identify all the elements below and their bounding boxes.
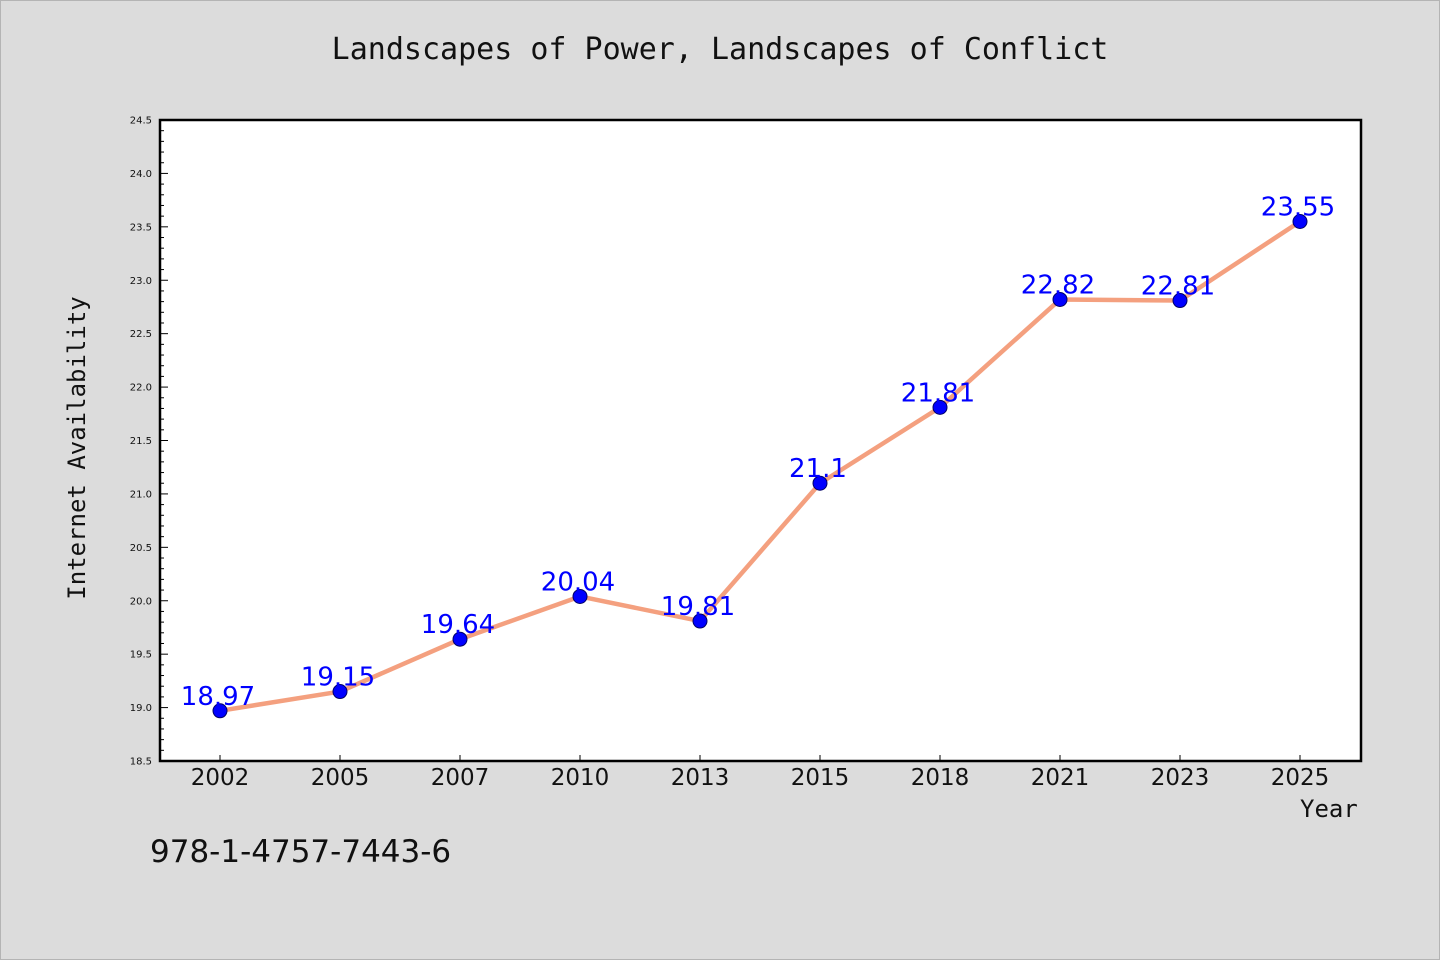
x-tick-label: 2018 [911, 765, 970, 791]
data-label: 21.81 [901, 378, 975, 408]
x-tick-label: 2025 [1271, 765, 1330, 791]
x-tick-label: 2007 [431, 765, 490, 791]
x-tick-label: 2010 [551, 765, 610, 791]
x-tick-label: 2005 [311, 765, 370, 791]
y-tick-label: 24.5 [130, 116, 152, 127]
data-point [212, 703, 228, 719]
data-label: 18.97 [181, 682, 255, 712]
y-tick-label: 22.0 [130, 383, 152, 394]
y-tick-label: 21.0 [130, 489, 152, 500]
y-tick-label: 21.5 [130, 436, 152, 447]
y-tick-label: 18.5 [130, 757, 152, 768]
x-axis-label: Year [1300, 795, 1358, 823]
y-tick-label: 23.0 [130, 276, 152, 287]
plot-area [160, 120, 1361, 761]
y-tick-label: 19.5 [130, 650, 152, 661]
chart-title: Landscapes of Power, Landscapes of Confl… [331, 32, 1109, 67]
data-label: 20.04 [541, 567, 615, 597]
data-label: 19.81 [661, 592, 735, 622]
data-point [332, 684, 348, 700]
y-tick-label: 20.5 [130, 543, 152, 554]
x-tick-label: 2015 [791, 765, 850, 791]
data-point [1172, 293, 1188, 309]
data-point [692, 613, 708, 629]
y-tick-label: 19.0 [130, 703, 152, 714]
y-tick-label: 22.5 [130, 329, 152, 340]
series-line [217, 219, 1303, 714]
data-label: 19.15 [301, 663, 375, 693]
data-point [1292, 213, 1308, 229]
y-tick-label: 24.0 [130, 169, 152, 180]
data-label: 21.1 [789, 454, 847, 484]
x-tick-label: 2013 [671, 765, 730, 791]
data-label: 23.55 [1261, 192, 1335, 222]
x-tick-label: 2002 [191, 765, 250, 791]
isbn-annotation: 978-1-4757-7443-6 [150, 834, 452, 870]
data-point [1052, 291, 1068, 307]
y-axis-label: Internet Availability [63, 296, 91, 600]
x-tick-label: 2023 [1151, 765, 1210, 791]
data-label: 19.64 [421, 610, 495, 640]
data-point [452, 631, 468, 647]
data-point [812, 475, 828, 491]
x-tick-label: 2021 [1031, 765, 1090, 791]
data-point [932, 399, 948, 415]
y-tick-label: 20.0 [130, 596, 152, 607]
data-label: 22.81 [1141, 272, 1215, 302]
plot-frame [158, 118, 1363, 763]
y-tick-label: 23.5 [130, 222, 152, 233]
data-point [572, 588, 588, 604]
data-label: 22.82 [1021, 270, 1095, 300]
